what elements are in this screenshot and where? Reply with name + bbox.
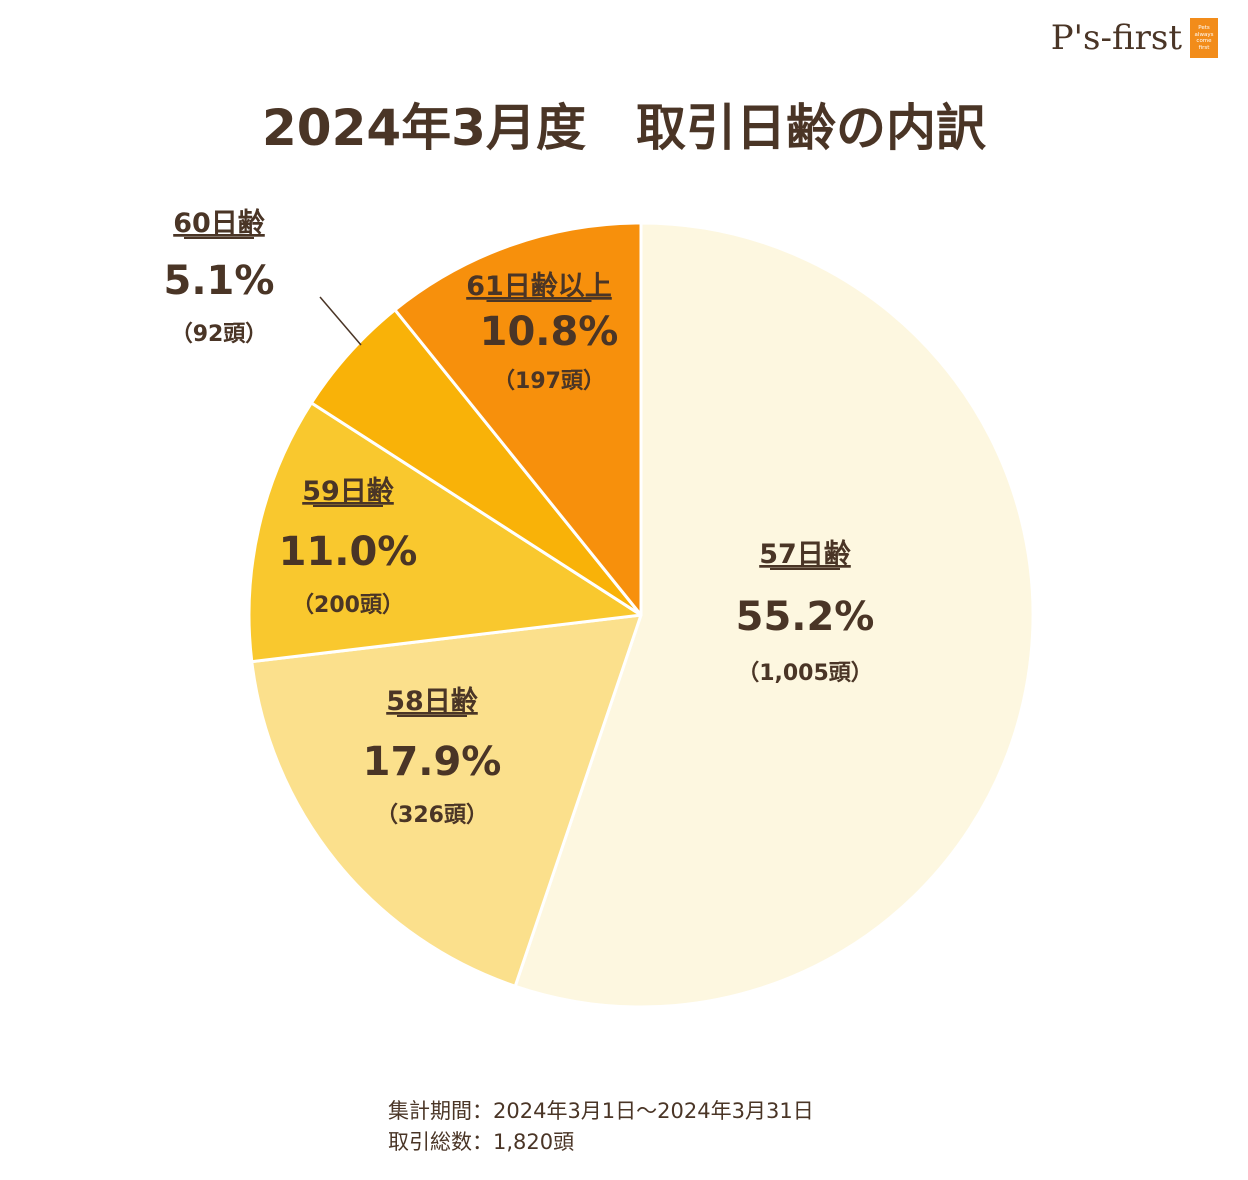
- slice-label-59: 59日齢: [302, 475, 394, 507]
- logo-tagline-line: come: [1196, 38, 1212, 44]
- logo-tagline-line: always: [1194, 31, 1214, 38]
- collection-period: 集計期間：2024年3月1日～2024年3月31日: [388, 1099, 814, 1123]
- logo-tagline-badge: Pets always come first: [1190, 18, 1218, 58]
- slice-label-57: 57日齢: [759, 538, 851, 570]
- slice-percent-59: 11.0%: [279, 529, 418, 575]
- slice-percent-61: 10.8%: [480, 309, 619, 355]
- total-count: 取引総数：1,820頭: [388, 1130, 575, 1154]
- slice-count-57: （1,005頭）: [737, 661, 873, 686]
- slice-percent-57: 55.2%: [736, 594, 875, 640]
- logo-text: P's-first: [1050, 18, 1182, 58]
- slice-count-59: （200頭）: [292, 593, 404, 618]
- logo-tagline-line: Pets: [1198, 25, 1210, 31]
- logo-tagline-line: first: [1198, 44, 1210, 51]
- pie-slice-57: [513, 221, 1035, 1009]
- slice-label-60: 60日齢: [173, 207, 265, 239]
- slice-percent-58: 17.9%: [363, 739, 502, 785]
- leader-line: [319, 296, 362, 346]
- brand-logo: P's-first Pets always come first: [1051, 18, 1218, 58]
- pie-slice-59: [247, 401, 643, 664]
- chart-title: 2024年3月度 取引日齢の内訳: [262, 99, 986, 157]
- pie-slice-58: [250, 613, 643, 988]
- slice-count-60: （92頭）: [171, 322, 268, 347]
- slice-percent-60: 5.1%: [164, 258, 275, 304]
- slice-label-61: 61日齢以上: [466, 270, 612, 302]
- slice-count-61: （197頭）: [493, 369, 605, 394]
- slice-label-58: 58日齢: [386, 685, 478, 717]
- footer-notes: 集計期間：2024年3月1日～2024年3月31日 取引総数：1,820頭: [388, 1096, 814, 1158]
- pie-slice-61: [393, 221, 643, 617]
- slice-count-58: （326頭）: [376, 803, 488, 828]
